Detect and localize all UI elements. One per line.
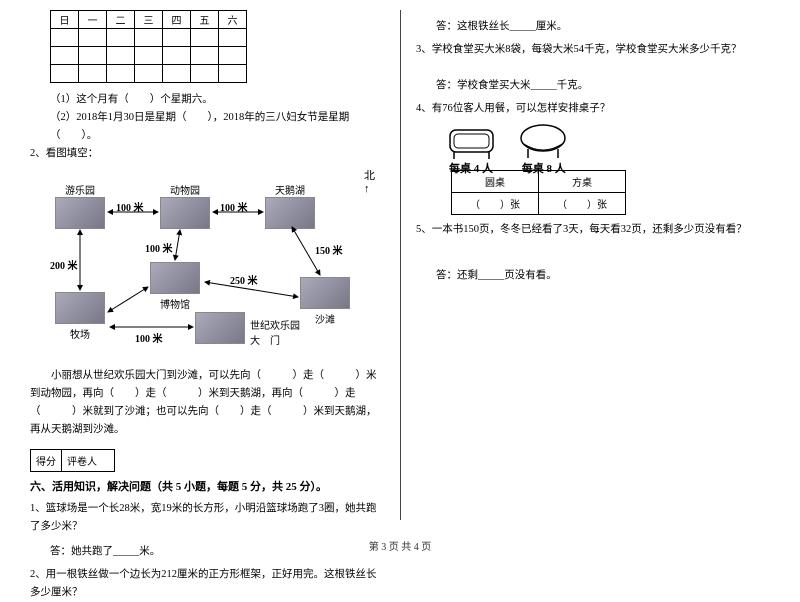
cal-header: 三 [135, 11, 163, 29]
desk-arrangement-table: 圆桌 方桌 （ ）张 （ ）张 [451, 170, 626, 215]
problem-1: 1、篮球场是一个长28米，宽19米的长方形，小明沿篮球场跑了3圈，她共跑了多少米… [30, 500, 385, 536]
dist-150: 150 米 [315, 242, 343, 257]
cal-header: 二 [107, 11, 135, 29]
table-cell-square: （ ）张 [539, 192, 626, 214]
calendar-table: 日 一 二 三 四 五 六 [50, 10, 247, 83]
problem-2: 2、用一根铁丝做一个边长为212厘米的正方形框架，正好用完。这根铁丝长多少厘米？ [30, 566, 385, 602]
problem-3: 3、学校食堂买大米8袋，每袋大米54千克，学校食堂买大米多少千克？ [416, 41, 770, 59]
q2-text: 2、看图填空： [30, 145, 385, 163]
dist-100c: 100 米 [145, 240, 173, 255]
score-box: 得分 评卷人 [30, 449, 115, 472]
answer-5: 答：还剩_____页没有看。 [436, 267, 770, 282]
square-table-icon: 每桌 4 人 [441, 122, 501, 170]
dist-250: 250 米 [230, 272, 258, 287]
table-header-round: 圆桌 [452, 170, 539, 192]
answer-2: 答：这根铁丝长_____厘米。 [436, 18, 770, 33]
dist-100a: 100 米 [116, 199, 144, 214]
page-footer: 第 3 页 共 4 页 [0, 538, 800, 553]
cal-header: 五 [191, 11, 219, 29]
answer-3: 答：学校食堂买大米_____千克。 [436, 77, 770, 92]
map-lines [50, 167, 370, 362]
score-label: 得分 [31, 450, 62, 471]
problem-4: 4、有76位客人用餐，可以怎样安排桌子？ [416, 100, 770, 118]
q1b-text: （2）2018年1月30日是星期（ ），2018年的三八妇女节是星期（ ）。 [50, 109, 385, 145]
section-6-title: 六、活用知识，解决问题（共 5 小题，每题 5 分，共 25 分）。 [30, 478, 385, 494]
q1a-text: （1）这个月有（ ）个星期六。 [50, 91, 385, 109]
table-header-square: 方桌 [539, 170, 626, 192]
cal-header: 六 [219, 11, 247, 29]
map-diagram: 北↑ 游乐园 动物园 天鹅湖 牧场 博物馆 [50, 167, 370, 362]
dist-100d: 100 米 [135, 330, 163, 345]
table-cell-round: （ ）张 [452, 192, 539, 214]
dist-200: 200 米 [50, 257, 78, 272]
cal-header: 四 [163, 11, 191, 29]
dist-100b: 100 米 [220, 199, 248, 214]
cal-header: 日 [51, 11, 79, 29]
cal-header: 一 [79, 11, 107, 29]
round-table-icon: 每桌 8 人 [514, 122, 574, 170]
problem-5: 5、一本书150页，冬冬已经看了3天，每天看32页，还剩多少页没有看？ [416, 221, 770, 239]
map-paragraph: 小丽想从世纪欢乐园大门到沙滩，可以先向（ ）走（ ）米到动物园，再向（ ）走（ … [30, 367, 385, 438]
reviewer-label: 评卷人 [62, 450, 102, 471]
